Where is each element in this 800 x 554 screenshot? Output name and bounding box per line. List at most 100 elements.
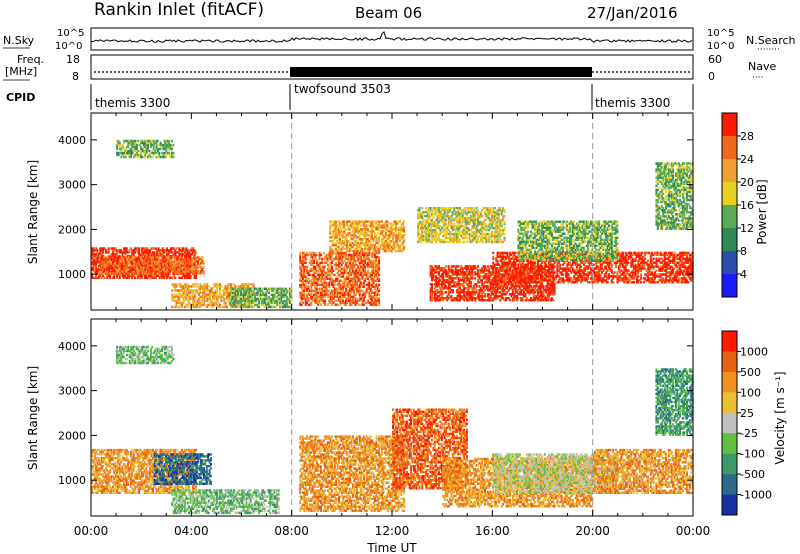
scatter-cell xyxy=(337,269,340,273)
scatter-cell xyxy=(326,283,329,286)
scatter-cell xyxy=(311,275,314,278)
scatter-cell xyxy=(99,272,102,275)
scatter-cell xyxy=(248,299,251,302)
scatter-cell xyxy=(328,265,331,269)
scatter-cell xyxy=(351,281,354,284)
scatter-cell xyxy=(375,303,378,306)
scatter-cell xyxy=(445,265,447,268)
scatter-cell xyxy=(145,151,148,155)
scatter-cell xyxy=(421,228,424,232)
scatter-cell xyxy=(158,264,161,267)
scatter-cell xyxy=(302,277,304,280)
scatter-cell xyxy=(178,305,181,309)
scatter-cell xyxy=(328,289,331,292)
scatter-cell xyxy=(371,222,374,225)
scatter-cell xyxy=(447,297,450,300)
scatter-cell xyxy=(467,279,470,282)
scatter-cell xyxy=(314,255,317,259)
scatter-cell xyxy=(122,247,125,250)
scatter-cell xyxy=(199,262,202,265)
scatter-cell xyxy=(401,224,404,227)
scatter-cell xyxy=(131,251,134,254)
scatter-cell xyxy=(425,218,428,222)
scatter-cell xyxy=(130,266,133,269)
scatter-cell xyxy=(453,299,456,302)
scatter-cell xyxy=(382,247,385,251)
scatter-cell xyxy=(325,253,328,257)
scatter-cell xyxy=(321,299,324,302)
scatter-cell xyxy=(468,281,471,284)
scatter-cell xyxy=(155,141,158,145)
scatter-cell xyxy=(461,273,464,276)
scatter-cell xyxy=(299,301,302,304)
scatter-cell xyxy=(317,303,320,306)
scatter-cell xyxy=(209,303,212,307)
scatter-cell xyxy=(329,277,332,280)
scatter-cell xyxy=(350,238,353,241)
scatter-cell xyxy=(467,277,470,280)
scatter-cell xyxy=(332,241,335,245)
scatter-cell xyxy=(443,287,446,290)
scatter-cell xyxy=(527,287,530,290)
scatter-cell xyxy=(333,238,336,241)
scatter-cell xyxy=(368,291,371,294)
scatter-cell xyxy=(545,289,548,292)
scatter-cell xyxy=(477,271,479,274)
scatter-cell xyxy=(429,234,432,238)
scatter-cell xyxy=(378,228,381,231)
scatter-cell xyxy=(503,293,506,296)
scatter-cell xyxy=(219,289,221,292)
scatter-cell xyxy=(144,155,147,159)
scatter-cell xyxy=(183,268,186,271)
scatter-cell xyxy=(195,272,198,275)
scatter-cell xyxy=(328,251,331,255)
scatter-cell xyxy=(302,281,304,284)
scatter-cell xyxy=(192,266,195,269)
scatter-cell xyxy=(121,251,124,254)
scatter-cell xyxy=(307,285,310,288)
scatter-cell xyxy=(181,289,184,292)
scatter-cell xyxy=(270,293,273,297)
scatter-cell xyxy=(101,258,104,261)
scatter-cell xyxy=(97,274,100,278)
scatter-cell xyxy=(196,305,199,309)
scatter-cell xyxy=(143,276,146,279)
scatter-cell xyxy=(333,263,336,267)
scatter-cell xyxy=(470,281,472,284)
scatter-cell xyxy=(98,270,101,273)
scatter-cell xyxy=(185,285,188,288)
scatter-cell xyxy=(213,293,216,296)
scatter-cell xyxy=(385,228,387,231)
scatter-cell xyxy=(130,153,133,157)
scatter-cell xyxy=(188,299,191,302)
scatter-cell xyxy=(490,297,493,300)
scatter-cell xyxy=(262,303,265,307)
scatter-cell xyxy=(247,299,250,303)
scatter-cell xyxy=(474,283,477,286)
scatter-cell xyxy=(458,277,461,280)
scatter-cell xyxy=(383,243,386,247)
scatter-cell xyxy=(252,301,255,305)
scatter-cell xyxy=(119,272,122,275)
scatter-cell xyxy=(303,295,306,298)
scatter-cell xyxy=(219,293,221,296)
scatter-cell xyxy=(378,303,381,306)
scatter-cell xyxy=(189,285,192,288)
scatter-cell xyxy=(274,301,277,305)
scatter-cell xyxy=(106,266,109,269)
scatter-cell xyxy=(104,249,107,252)
scatter-cell xyxy=(432,275,435,278)
scatter-cell xyxy=(535,279,538,282)
scatter-cell xyxy=(311,277,314,280)
scatter-cell xyxy=(102,247,105,250)
scatter-cell xyxy=(379,234,382,237)
scatter-cell xyxy=(156,272,159,275)
scatter-cell xyxy=(116,270,119,273)
scatter-cell xyxy=(303,261,306,265)
scatter-cell xyxy=(300,263,303,267)
scatter-cell xyxy=(177,270,180,273)
scatter-cell xyxy=(156,249,159,252)
scatter-cell xyxy=(357,243,360,247)
scatter-cell xyxy=(355,297,358,300)
scatter-cell xyxy=(217,297,220,300)
